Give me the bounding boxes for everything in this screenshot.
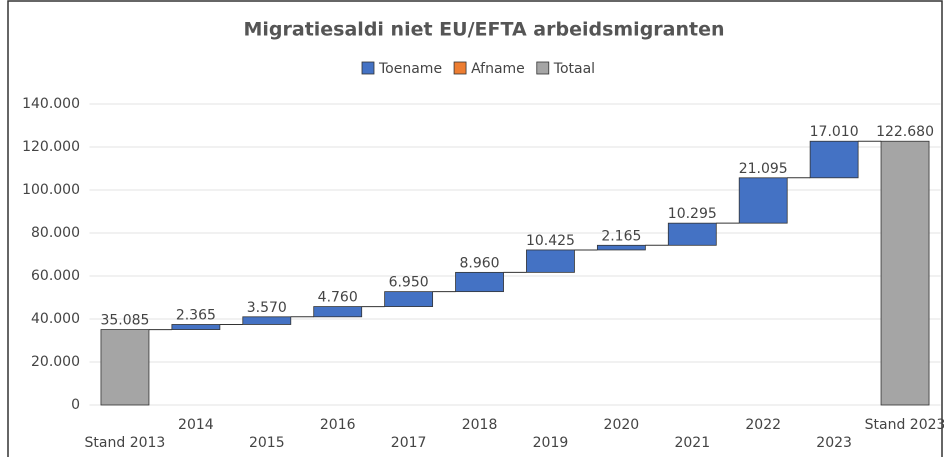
y-tick-label: 20.000 [31,354,80,370]
x-tick-label: 2018 [462,417,498,433]
y-tick-label: 0 [71,397,80,413]
x-tick-label: Stand 2023 [865,417,944,433]
y-tick-label: 120.000 [22,139,80,155]
value-label: 21.095 [739,161,788,177]
legend-swatch [453,61,467,75]
legend-swatch [361,61,375,75]
bar [526,249,575,273]
bar [880,140,930,406]
value-label: 10.425 [526,233,575,249]
value-label: 35.085 [100,313,149,329]
legend-swatch [536,61,550,75]
x-tick-label: 2020 [604,417,640,433]
bar [242,316,292,325]
chart-frame [7,0,943,457]
y-tick-label: 40.000 [31,311,80,327]
y-tick-label: 80.000 [31,225,80,241]
x-tick-label: 2019 [533,435,569,451]
x-tick-label: 2016 [320,417,356,433]
x-tick-label: 2014 [178,417,214,433]
value-label: 4.760 [318,290,358,306]
x-tick-label: 2023 [816,435,852,451]
y-tick-label: 140.000 [22,96,80,112]
value-label: 6.950 [389,275,429,291]
y-tick-label: 100.000 [22,182,80,198]
value-label: 2.365 [176,307,216,323]
value-label: 2.165 [601,228,641,244]
chart-title: Migratiesaldi niet EU/EFTA arbeidsmigran… [243,19,724,41]
value-label: 17.010 [810,124,859,140]
bar [667,222,717,246]
bar [384,291,434,307]
x-tick-label: 2021 [674,435,710,451]
x-tick-label: 2015 [249,435,285,451]
bar [596,244,646,251]
y-tick-label: 60.000 [31,268,80,284]
legend-label: Toename [378,61,442,77]
legend-label: Totaal [553,61,595,77]
bar [809,140,859,179]
value-label: 122.680 [876,124,934,140]
value-label: 10.295 [668,206,717,222]
bar [738,177,788,224]
legend-label: Afname [471,61,525,77]
bar [100,329,150,406]
bar [455,271,504,293]
x-tick-label: Stand 2013 [85,435,166,451]
value-label: 8.960 [459,255,499,271]
bar [313,306,363,318]
value-label: 3.570 [247,300,287,316]
x-tick-label: 2017 [391,435,427,451]
x-tick-label: 2022 [745,417,781,433]
bar [171,324,221,330]
